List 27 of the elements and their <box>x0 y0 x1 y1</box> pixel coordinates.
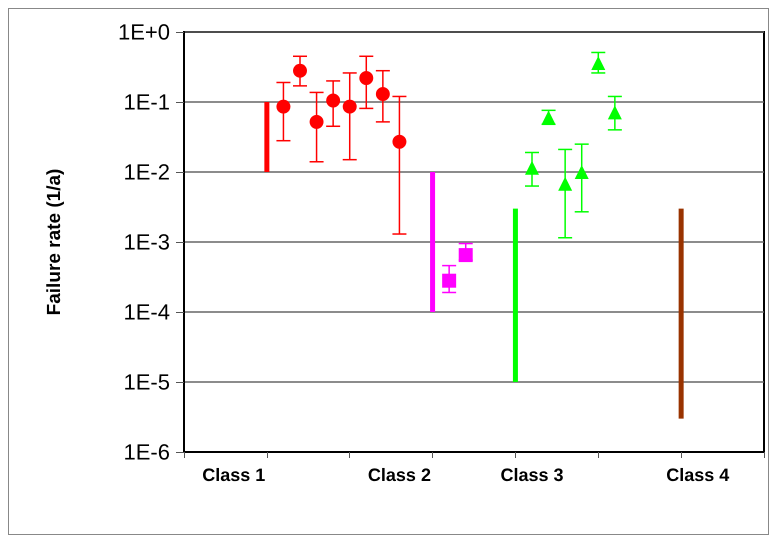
point <box>558 176 572 191</box>
y-tick-label: 1E-6 <box>124 440 170 464</box>
point <box>376 87 390 102</box>
x-tick-label: Class 1 <box>202 465 266 485</box>
point <box>608 105 622 120</box>
y-tick-label: 1E-5 <box>124 370 170 394</box>
point <box>442 274 456 288</box>
x-tick-label: Class 3 <box>500 465 564 485</box>
point <box>293 64 307 78</box>
point <box>574 165 589 179</box>
point <box>359 71 374 86</box>
point <box>326 94 340 108</box>
y-tick-label: 1E-2 <box>124 160 170 184</box>
y-tick-label: 1E-3 <box>124 230 170 254</box>
x-tick-label: Class 4 <box>666 465 730 485</box>
point <box>342 100 357 114</box>
y-axis-title: Failure rate (1/a) <box>44 168 65 316</box>
point <box>458 248 473 262</box>
point <box>310 114 324 129</box>
point <box>276 100 290 114</box>
y-tick-label: 1E+0 <box>118 20 170 44</box>
point <box>392 134 406 149</box>
y-tick-label: 1E-1 <box>124 90 170 114</box>
y-tick-label: 1E-4 <box>124 300 170 324</box>
point <box>525 160 539 175</box>
point <box>591 56 606 70</box>
x-tick-label: Class 2 <box>368 465 431 485</box>
